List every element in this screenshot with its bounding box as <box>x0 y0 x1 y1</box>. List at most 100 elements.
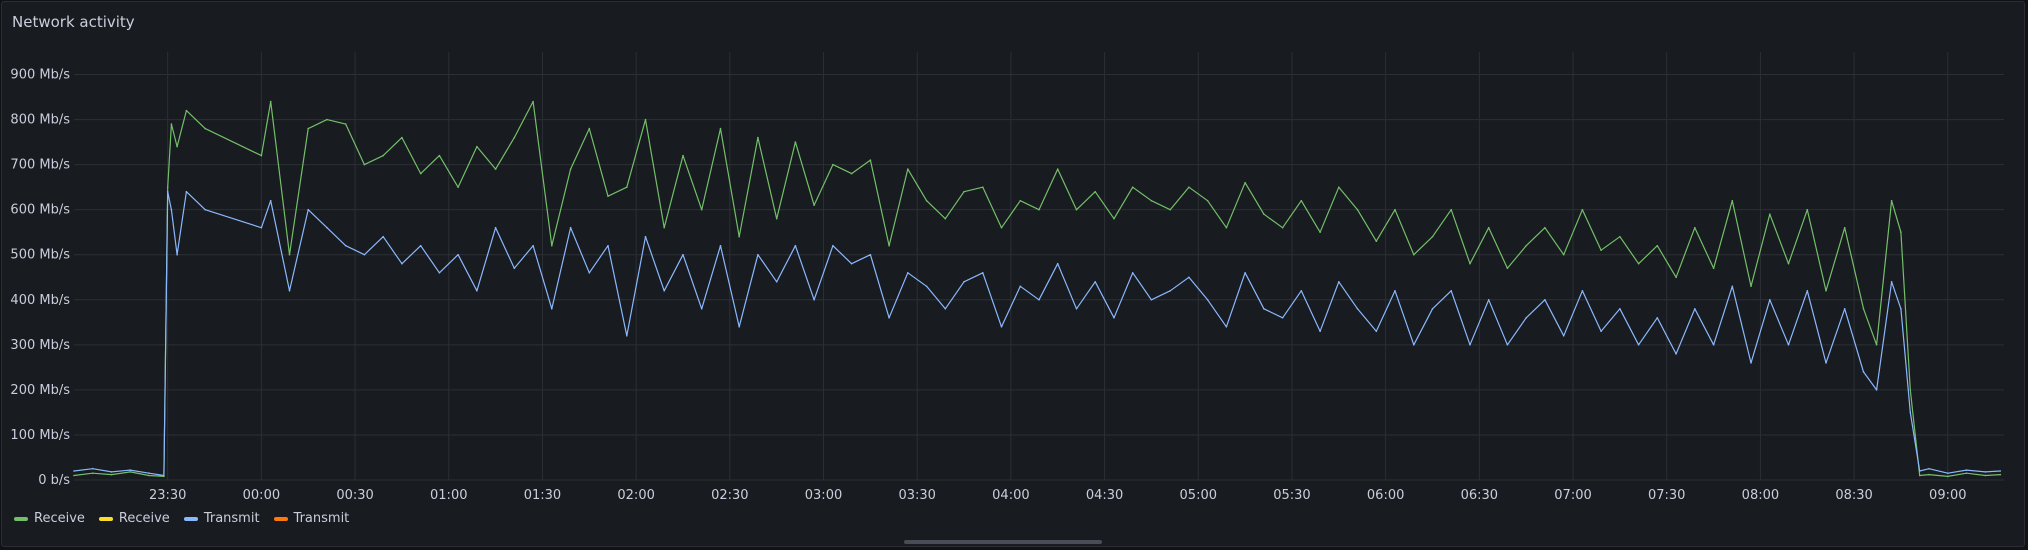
data-point-receive <box>907 168 909 170</box>
data-point-receive <box>944 217 947 220</box>
data-point-transmit <box>1000 326 1003 328</box>
data-point-receive <box>1038 208 1040 211</box>
data-point-transmit <box>869 253 872 256</box>
data-point-transmit <box>1825 362 1827 364</box>
data-point-receive <box>382 154 385 157</box>
data-point-receive <box>457 186 459 188</box>
data-point-receive <box>166 186 169 188</box>
data-point-receive <box>91 472 94 475</box>
y-tick-label: 900 Mb/s <box>10 68 70 83</box>
data-point-receive <box>1319 231 1321 233</box>
data-point-receive <box>551 244 553 247</box>
horizontal-scrollbar[interactable] <box>904 540 1102 544</box>
data-point-transmit <box>1413 344 1415 346</box>
data-point-receive <box>185 109 188 112</box>
data-point-transmit <box>457 253 459 256</box>
data-point-transmit <box>1600 330 1602 333</box>
legend-item-receive-yellow[interactable]: Receive <box>98 511 170 526</box>
data-point-receive <box>1965 472 1968 475</box>
data-point-receive <box>850 172 853 175</box>
data-point-transmit <box>1712 344 1715 346</box>
data-point-transmit <box>1984 471 1987 473</box>
data-point-transmit <box>1965 469 1968 471</box>
data-point-receive <box>757 136 759 139</box>
data-point-transmit <box>1206 299 1209 301</box>
data-point-transmit <box>1675 353 1677 355</box>
x-tick-label: 23:30 <box>149 488 186 503</box>
data-point-transmit <box>1150 299 1153 301</box>
data-point-receive <box>1712 267 1715 270</box>
legend-item-receive-green[interactable]: Receive <box>14 511 85 526</box>
data-point-receive <box>1984 474 1987 477</box>
data-point-transmit <box>438 272 441 274</box>
data-point-transmit <box>1806 290 1809 292</box>
data-point-transmit <box>1356 308 1359 310</box>
data-point-receive <box>1769 213 1771 215</box>
data-point-receive <box>1675 276 1677 279</box>
data-point-transmit <box>1225 326 1228 328</box>
data-point-receive <box>607 195 609 197</box>
data-point-receive <box>438 154 441 157</box>
data-point-transmit <box>1075 308 1078 310</box>
data-point-transmit <box>176 253 178 256</box>
data-point-receive <box>204 127 206 130</box>
y-tick-label: 700 Mb/s <box>10 158 70 173</box>
data-point-transmit <box>1619 308 1621 310</box>
data-point-receive <box>1909 389 1912 391</box>
data-point-transmit <box>344 244 347 247</box>
data-point-receive <box>1487 226 1490 229</box>
data-point-transmit <box>476 290 478 292</box>
data-point-transmit <box>288 290 291 292</box>
data-point-transmit <box>775 281 778 283</box>
data-point-receive <box>401 136 403 139</box>
y-tick-label: 200 Mb/s <box>10 383 70 398</box>
x-tick-label: 01:00 <box>430 488 467 503</box>
data-point-transmit <box>813 299 815 301</box>
data-point-transmit <box>1394 290 1396 292</box>
data-point-receive <box>1731 199 1734 202</box>
data-point-transmit <box>1694 308 1696 310</box>
x-tick-label: 00:00 <box>243 488 280 503</box>
data-point-transmit <box>91 467 94 470</box>
data-point-receive <box>269 100 272 103</box>
data-point-receive <box>288 253 291 256</box>
data-point-transmit <box>907 272 909 274</box>
data-point-receive <box>260 154 263 157</box>
data-point-transmit <box>832 244 834 247</box>
x-tick-label: 07:00 <box>1554 488 1591 503</box>
data-point-transmit <box>148 472 150 475</box>
data-point-transmit <box>607 244 609 247</box>
data-point-receive <box>982 186 984 188</box>
data-point-receive <box>663 226 665 229</box>
data-point-transmit <box>794 244 797 247</box>
data-point-transmit <box>1188 276 1190 279</box>
legend-item-transmit-blue[interactable]: Transmit <box>183 511 260 526</box>
x-tick-label: 01:30 <box>524 488 561 503</box>
x-tick-label: 03:30 <box>898 488 935 503</box>
x-tick-label: 05:00 <box>1180 488 1217 503</box>
data-point-receive <box>1056 168 1059 170</box>
data-point-transmit <box>1890 281 1893 283</box>
data-point-receive <box>1394 208 1396 211</box>
data-point-transmit <box>1637 344 1640 346</box>
data-point-receive <box>626 186 628 188</box>
data-point-receive <box>129 471 131 473</box>
data-point-receive <box>1806 208 1809 211</box>
data-point-receive <box>1244 181 1246 184</box>
data-point-transmit <box>1450 290 1452 292</box>
data-point-receive <box>700 208 703 211</box>
legend-item-transmit-orange[interactable]: Transmit <box>273 511 349 526</box>
data-point-receive <box>1750 285 1752 288</box>
data-point-transmit <box>419 244 422 247</box>
data-point-receive <box>1225 226 1228 229</box>
data-point-transmit <box>1947 472 1949 475</box>
data-point-receive <box>494 168 497 170</box>
data-point-receive <box>813 204 815 206</box>
data-point-receive <box>1150 199 1153 202</box>
x-tick-label: 06:00 <box>1367 488 1404 503</box>
data-point-transmit <box>1019 285 1022 288</box>
data-point-transmit <box>663 290 665 292</box>
data-point-transmit <box>382 235 385 238</box>
data-point-transmit <box>757 253 759 256</box>
